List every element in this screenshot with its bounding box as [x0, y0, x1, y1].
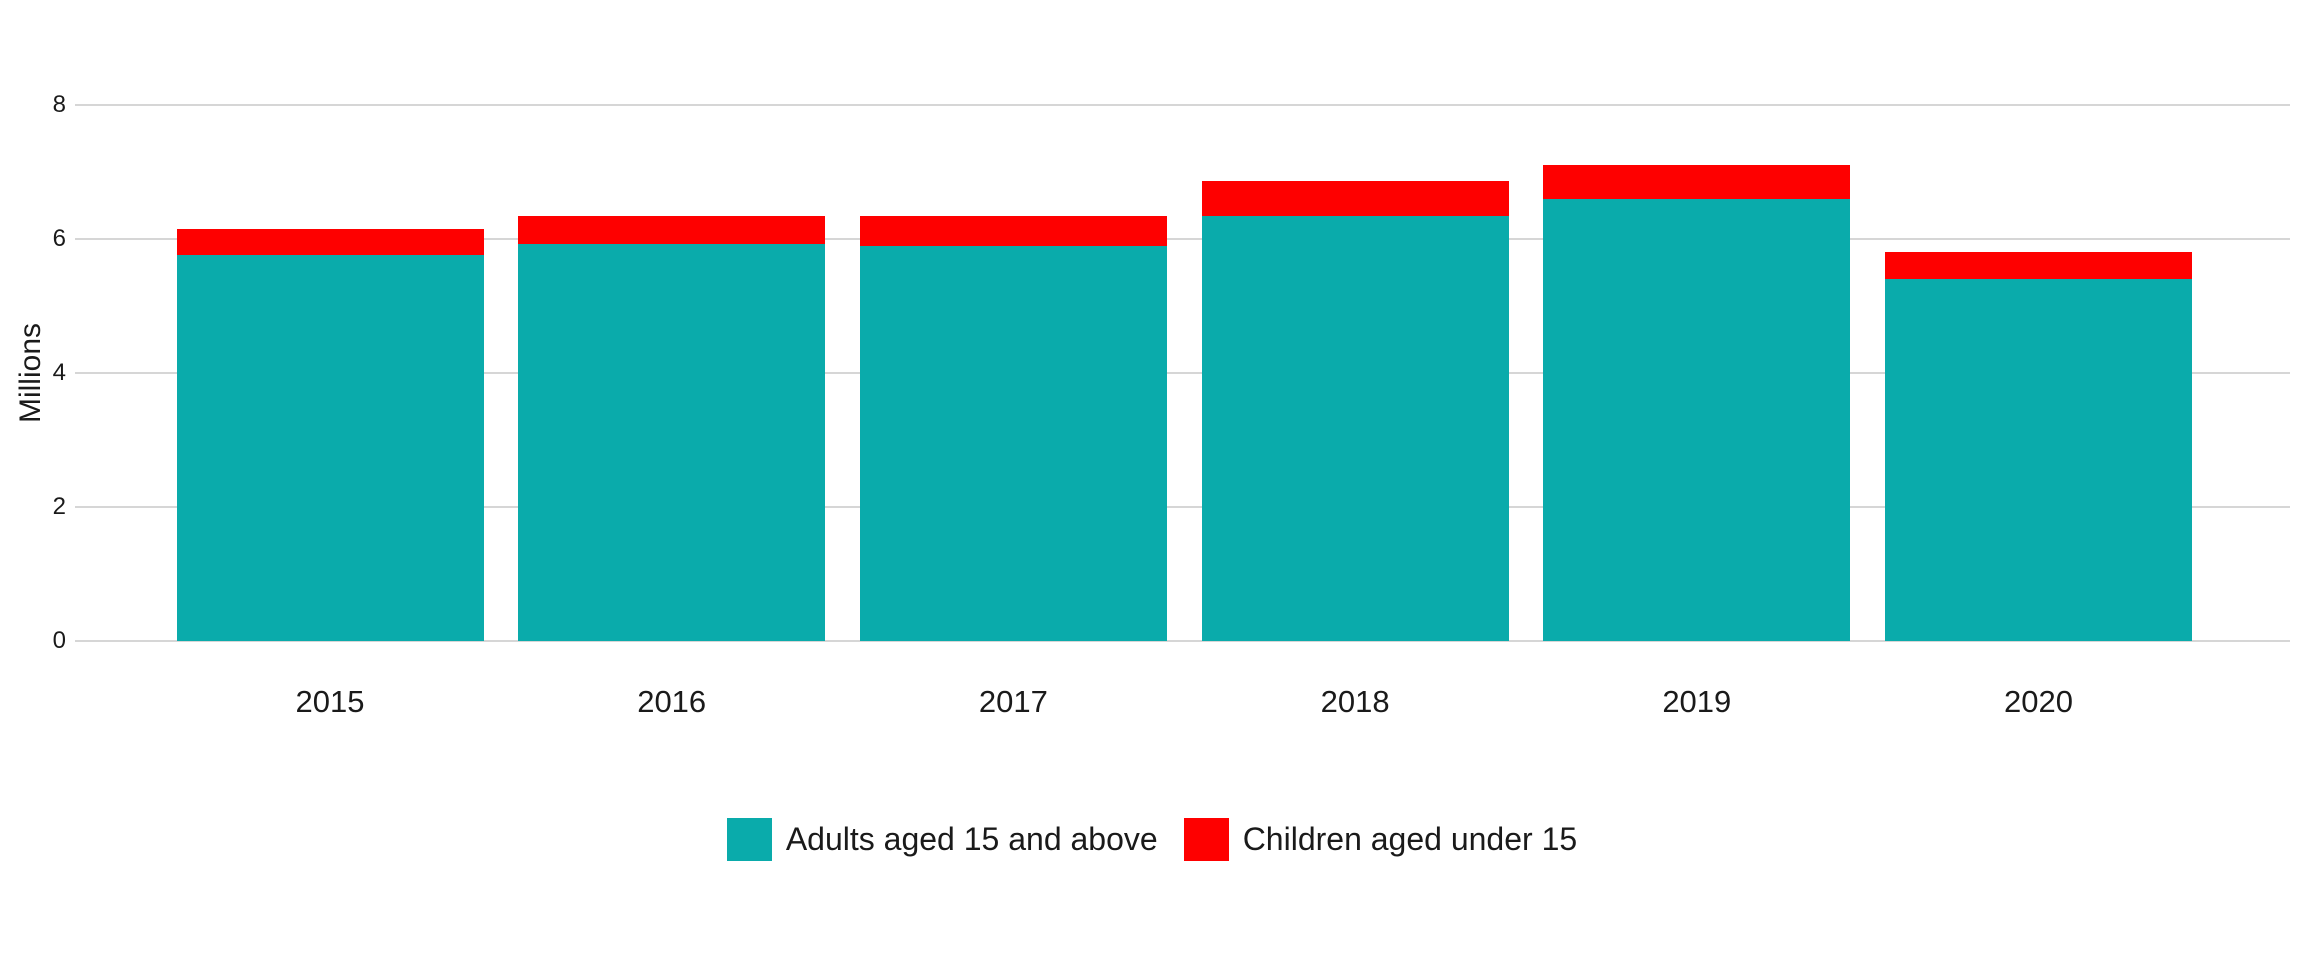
bar-segment-2015-series-1[interactable]: [176, 228, 484, 256]
bar-segment-2017-series-1[interactable]: [859, 216, 1167, 246]
bar-segment-2019-series-1[interactable]: [1543, 165, 1851, 199]
bar-2017[interactable]: [859, 216, 1167, 641]
y-tick-label-2: 2: [52, 493, 66, 520]
bar-segment-2018-series-0[interactable]: [1201, 215, 1509, 641]
bar-segment-2018-series-1[interactable]: [1201, 181, 1509, 216]
x-tick-label-2017: 2017: [978, 684, 1048, 719]
y-axis: 0 2 4 6 8: [0, 93, 66, 653]
legend-label: Children aged under 15: [1242, 821, 1578, 857]
bar-segment-2019-series-0[interactable]: [1543, 198, 1851, 641]
bar-segment-2015-series-0[interactable]: [176, 255, 484, 641]
plot-area: [75, 104, 2290, 642]
bar-2015[interactable]: [176, 228, 484, 641]
x-axis: 2015 2016 2017 2018 2019 2020: [75, 684, 2290, 724]
legend-item-0: Adults aged 15 and above: [726, 818, 1158, 861]
y-tick-label-4: 4: [52, 359, 66, 386]
gridline-y-0: [75, 640, 2290, 642]
bar-segment-2016-series-1[interactable]: [518, 216, 826, 245]
legend-swatch-icon: [1183, 818, 1229, 861]
y-tick-label-6: 6: [52, 225, 66, 252]
gridline-y-4: [75, 372, 2290, 374]
x-tick-label-2020: 2020: [2004, 684, 2073, 719]
bar-2019[interactable]: [1543, 165, 1851, 641]
bar-segment-2020-series-1[interactable]: [1885, 251, 2192, 279]
bar-segment-2017-series-0[interactable]: [859, 245, 1167, 641]
x-tick-label-2019: 2019: [1662, 684, 1732, 719]
bar-2016[interactable]: [518, 216, 826, 641]
bar-2020[interactable]: [1885, 251, 2192, 641]
x-tick-label-2015: 2015: [295, 684, 365, 719]
gridline-y-2: [75, 506, 2290, 508]
x-tick-label-2018: 2018: [1320, 684, 1390, 719]
legend-label: Adults aged 15 and above: [785, 821, 1158, 857]
legend-swatch-icon: [726, 818, 772, 861]
bar-segment-2016-series-0[interactable]: [518, 244, 826, 641]
y-tick-label-0: 0: [52, 627, 66, 654]
gridline-y-6: [75, 238, 2290, 240]
legend-item-1: Children aged under 15: [1183, 818, 1578, 861]
legend: Adults aged 15 and above Children aged un…: [0, 818, 2304, 861]
gridline-y-8: [75, 104, 2290, 106]
x-tick-label-2016: 2016: [637, 684, 707, 719]
bar-2018[interactable]: [1201, 181, 1509, 641]
y-tick-label-8: 8: [52, 91, 66, 118]
bar-segment-2020-series-0[interactable]: [1885, 278, 2192, 641]
